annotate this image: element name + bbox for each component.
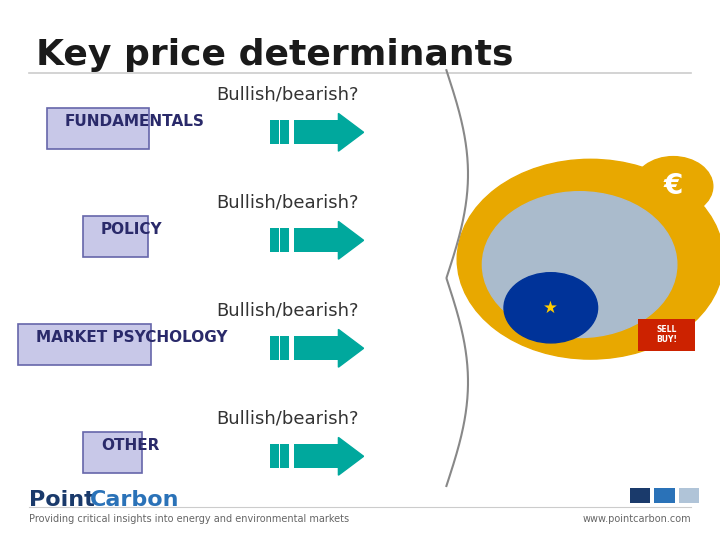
Polygon shape [338, 437, 364, 475]
Polygon shape [338, 221, 364, 259]
Text: Bullish/bearish?: Bullish/bearish? [217, 193, 359, 212]
Text: Bullish/bearish?: Bullish/bearish? [217, 409, 359, 428]
Polygon shape [338, 329, 364, 367]
Circle shape [482, 192, 677, 338]
FancyBboxPatch shape [83, 432, 143, 472]
FancyBboxPatch shape [679, 488, 699, 503]
Text: Bullish/bearish?: Bullish/bearish? [217, 301, 359, 320]
FancyBboxPatch shape [270, 228, 279, 252]
FancyBboxPatch shape [294, 228, 341, 252]
FancyBboxPatch shape [280, 444, 289, 468]
FancyBboxPatch shape [280, 228, 289, 252]
Text: POLICY: POLICY [101, 222, 163, 237]
FancyBboxPatch shape [638, 319, 695, 351]
Text: MARKET PSYCHOLOGY: MARKET PSYCHOLOGY [36, 330, 228, 345]
Text: SELL
BUY!: SELL BUY! [656, 325, 678, 345]
Text: OTHER: OTHER [101, 438, 159, 453]
Text: Providing critical insights into energy and environmental markets: Providing critical insights into energy … [29, 515, 349, 524]
Circle shape [634, 157, 713, 216]
FancyBboxPatch shape [294, 120, 341, 144]
FancyBboxPatch shape [630, 488, 650, 503]
Circle shape [504, 273, 598, 343]
FancyBboxPatch shape [270, 120, 279, 144]
Text: Key price determinants: Key price determinants [36, 38, 513, 72]
Text: Carbon: Carbon [90, 489, 179, 510]
FancyBboxPatch shape [280, 120, 289, 144]
Polygon shape [338, 113, 364, 151]
Text: Point: Point [29, 489, 94, 510]
FancyBboxPatch shape [270, 336, 279, 361]
FancyBboxPatch shape [270, 444, 279, 468]
FancyBboxPatch shape [280, 336, 289, 361]
Text: ★: ★ [544, 299, 558, 317]
Text: www.pointcarbon.com: www.pointcarbon.com [582, 515, 691, 524]
FancyBboxPatch shape [83, 216, 148, 256]
Text: Bullish/bearish?: Bullish/bearish? [217, 85, 359, 104]
Text: €: € [664, 172, 683, 200]
FancyBboxPatch shape [294, 444, 341, 468]
FancyBboxPatch shape [47, 108, 149, 148]
Text: FUNDAMENTALS: FUNDAMENTALS [65, 114, 204, 129]
Circle shape [457, 159, 720, 359]
FancyBboxPatch shape [18, 324, 151, 365]
FancyBboxPatch shape [294, 336, 341, 360]
FancyBboxPatch shape [654, 488, 675, 503]
